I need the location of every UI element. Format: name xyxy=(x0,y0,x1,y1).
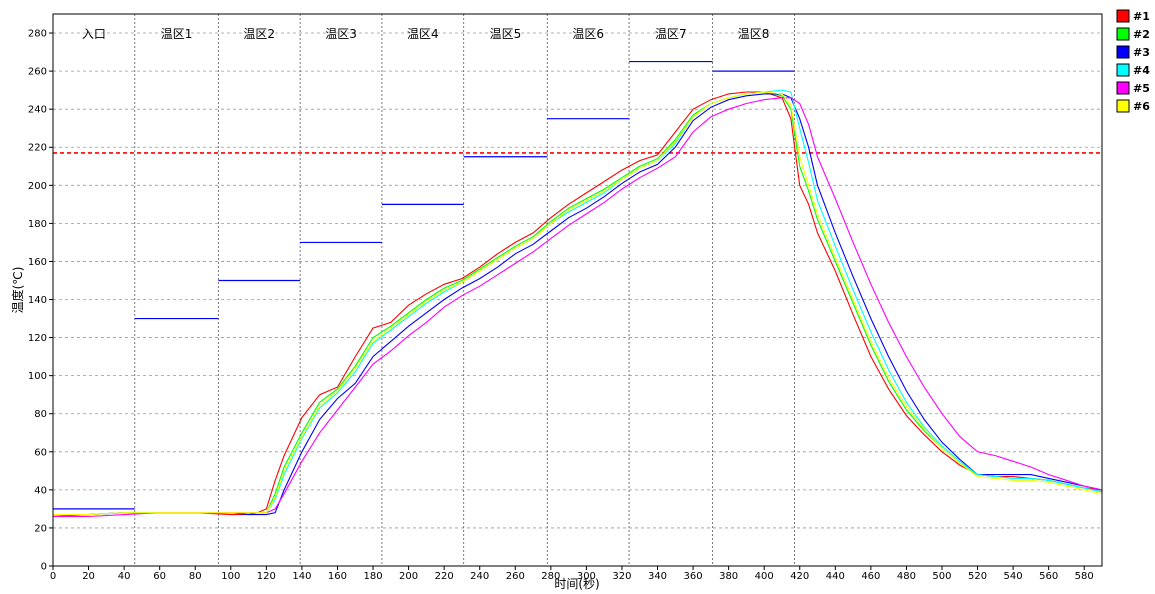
y-tick-label-200: 200 xyxy=(28,181,47,192)
zone-label-6: 温区6 xyxy=(572,27,604,41)
zone-label-7: 温区7 xyxy=(655,27,687,41)
x-axis-title: 时间(秒) xyxy=(554,577,599,591)
x-tick-label-500: 500 xyxy=(932,571,951,582)
x-tick-label-340: 340 xyxy=(648,571,667,582)
zone-label-5: 温区5 xyxy=(490,27,522,41)
y-axis-ticks: 0 20 40 60 80 100 120 140 160 180 200 220 240 260 280 xyxy=(28,29,53,573)
grid xyxy=(53,32,1102,529)
legend-swatch-5 xyxy=(1116,81,1130,95)
plot-frame xyxy=(52,13,1103,567)
x-tick-label-120: 120 xyxy=(257,571,276,582)
x-tick-label-400: 400 xyxy=(755,571,774,582)
x-tick-label-420: 420 xyxy=(790,571,809,582)
series-lines xyxy=(52,89,1103,518)
series-line-1 xyxy=(52,91,1103,518)
legend-swatch-1 xyxy=(1116,9,1130,23)
series-line-6 xyxy=(53,91,1103,516)
legend-label-5: #5 xyxy=(1133,82,1150,95)
legend-swatch-4 xyxy=(1116,63,1130,77)
legend-swatch-3 xyxy=(1116,45,1130,59)
legend-label-6: #6 xyxy=(1133,100,1150,113)
zone-label-0: 入口 xyxy=(82,27,106,41)
x-tick-label-0: 0 xyxy=(50,571,56,582)
x-tick-label-380: 380 xyxy=(719,571,738,582)
y-tick-label-140: 140 xyxy=(28,295,47,306)
x-tick-label-360: 360 xyxy=(684,571,703,582)
x-tick-label-560: 560 xyxy=(1039,571,1058,582)
x-tick-label-480: 480 xyxy=(897,571,916,582)
zone-labels: 入口 温区1 温区2 温区3 温区4 温区5 温区6 温区7 温区8 xyxy=(82,27,769,41)
x-tick-label-80: 80 xyxy=(189,571,202,582)
series-line-3 xyxy=(53,93,1103,516)
x-tick-label-40: 40 xyxy=(118,571,131,582)
x-tick-label-200: 200 xyxy=(399,571,418,582)
x-tick-label-220: 220 xyxy=(435,571,454,582)
x-tick-label-580: 580 xyxy=(1075,571,1094,582)
x-tick-label-320: 320 xyxy=(612,571,631,582)
y-axis-title: 温度(℃) xyxy=(10,267,25,314)
legend-swatch-6 xyxy=(1116,99,1130,113)
series-line-2 xyxy=(53,91,1103,516)
y-tick-label-20: 20 xyxy=(34,523,47,534)
x-tick-label-60: 60 xyxy=(153,571,166,582)
legend-swatch-2 xyxy=(1116,27,1130,41)
x-tick-label-100: 100 xyxy=(221,571,240,582)
zone-label-1: 温区1 xyxy=(161,27,193,41)
y-tick-label-40: 40 xyxy=(34,485,47,496)
legend-label-2: #2 xyxy=(1133,28,1150,41)
zone-label-2: 温区2 xyxy=(243,27,275,41)
y-tick-label-80: 80 xyxy=(34,409,47,420)
legend: #1 #2 #3 #4 #5 #6 xyxy=(1116,9,1150,113)
series-line-5 xyxy=(53,97,1103,518)
y-tick-label-100: 100 xyxy=(28,371,47,382)
y-tick-label-0: 0 xyxy=(41,562,47,573)
x-tick-label-460: 460 xyxy=(861,571,880,582)
y-tick-label-120: 120 xyxy=(28,333,47,344)
x-tick-label-140: 140 xyxy=(292,571,311,582)
y-tick-label-180: 180 xyxy=(28,219,47,230)
zone-label-4: 温区4 xyxy=(407,27,439,41)
x-tick-label-540: 540 xyxy=(1004,571,1023,582)
y-tick-label-160: 160 xyxy=(28,257,47,268)
y-tick-label-260: 260 xyxy=(28,67,47,78)
x-tick-label-20: 20 xyxy=(82,571,95,582)
y-tick-label-220: 220 xyxy=(28,143,47,154)
x-axis-ticks: 0 20 40 60 80 100 120 140 160 180 200 220 240 260 280 3… xyxy=(50,566,1094,582)
legend-label-3: #3 xyxy=(1133,46,1150,59)
x-tick-label-260: 260 xyxy=(506,571,525,582)
x-tick-label-160: 160 xyxy=(328,571,347,582)
zone-setpoints xyxy=(53,60,795,510)
x-tick-label-240: 240 xyxy=(470,571,489,582)
y-tick-label-60: 60 xyxy=(34,447,47,458)
zone-label-8: 温区8 xyxy=(738,27,770,41)
legend-label-1: #1 xyxy=(1133,10,1150,23)
x-tick-label-300: 300 xyxy=(577,571,596,582)
y-tick-label-280: 280 xyxy=(28,29,47,40)
x-tick-label-440: 440 xyxy=(826,571,845,582)
legend-label-4: #4 xyxy=(1133,64,1150,77)
y-tick-label-240: 240 xyxy=(28,105,47,116)
zone-label-3: 温区3 xyxy=(325,27,357,41)
x-tick-label-520: 520 xyxy=(968,571,987,582)
x-tick-label-180: 180 xyxy=(363,571,382,582)
x-tick-label-280: 280 xyxy=(541,571,560,582)
